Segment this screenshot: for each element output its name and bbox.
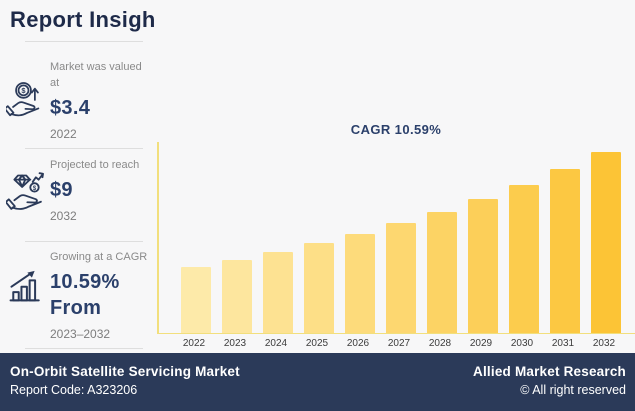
bar-2029 <box>468 199 498 333</box>
stat-projected: $ Projected to reach $9 2032 <box>0 154 157 223</box>
x-tick-2029: 2029 <box>469 338 493 349</box>
x-tick-2028: 2028 <box>428 338 452 349</box>
footer-bar: On-Orbit Satellite Servicing Market Repo… <box>0 353 635 411</box>
chart-cagr-label: CAGR 10.59% <box>350 122 442 137</box>
x-tick-2031: 2031 <box>551 338 575 349</box>
market-name: On-Orbit Satellite Servicing Market <box>10 363 240 379</box>
bar-2031 <box>550 169 580 333</box>
divider <box>25 241 143 242</box>
stat-label: Projected to reach <box>50 159 140 171</box>
x-tick-2023: 2023 <box>223 338 247 349</box>
stat-value: $9 <box>50 178 73 201</box>
divider <box>25 148 143 149</box>
stat-value: 10.59% <box>50 270 120 293</box>
x-tick-2024: 2024 <box>264 338 288 349</box>
bar-2024 <box>263 252 293 333</box>
hand-diamond-icon: $ <box>4 170 52 219</box>
stat-market-valued: $ Market was valued at $3.4 2022 <box>0 56 157 141</box>
x-tick-2027: 2027 <box>387 338 411 349</box>
stat-period: 2022 <box>50 126 77 141</box>
stat-value: $3.4 <box>50 96 91 119</box>
report-code: Report Code: A323206 <box>10 382 138 397</box>
bar-2032 <box>591 152 621 333</box>
hand-coin-arrow-icon: $ <box>3 78 48 127</box>
x-tick-2022: 2022 <box>182 338 206 349</box>
stat-label: Market was valued at <box>50 61 142 89</box>
footer-left: On-Orbit Satellite Servicing Market Repo… <box>10 364 240 397</box>
bar-2027 <box>386 223 416 333</box>
x-tick-2025: 2025 <box>305 338 329 349</box>
growth-bars-arrow-icon <box>6 260 46 313</box>
bar-2028 <box>427 212 457 333</box>
footer-right: Allied Market Research © All right reser… <box>473 364 626 397</box>
plot-area <box>157 142 635 334</box>
stat-value-secondary: From <box>50 296 102 319</box>
stat-label: Growing at a CAGR <box>50 251 148 263</box>
x-tick-2026: 2026 <box>346 338 370 349</box>
stat-cagr: Growing at a CAGR 10.59% From 2023–2032 <box>0 246 157 341</box>
stat-period: 2032 <box>50 208 77 223</box>
x-tick-2032: 2032 <box>592 338 616 349</box>
page-title: Report Insigh <box>10 7 156 32</box>
bar-2023 <box>222 260 252 333</box>
svg-text:$: $ <box>33 186 37 192</box>
brand-name: Allied Market Research <box>473 363 626 379</box>
bar-2025 <box>304 243 334 333</box>
x-tick-2030: 2030 <box>510 338 534 349</box>
svg-text:$: $ <box>21 86 26 95</box>
stat-period: 2023–2032 <box>50 326 111 341</box>
divider <box>25 41 143 42</box>
divider <box>25 348 143 349</box>
bar-2030 <box>509 185 539 333</box>
copyright: © All right reserved <box>520 382 626 397</box>
bar-2022 <box>181 267 211 333</box>
bar-2026 <box>345 234 375 333</box>
x-axis: 2022 2023 2024 2025 2026 2027 2028 2029 2030 2031… <box>157 338 634 351</box>
